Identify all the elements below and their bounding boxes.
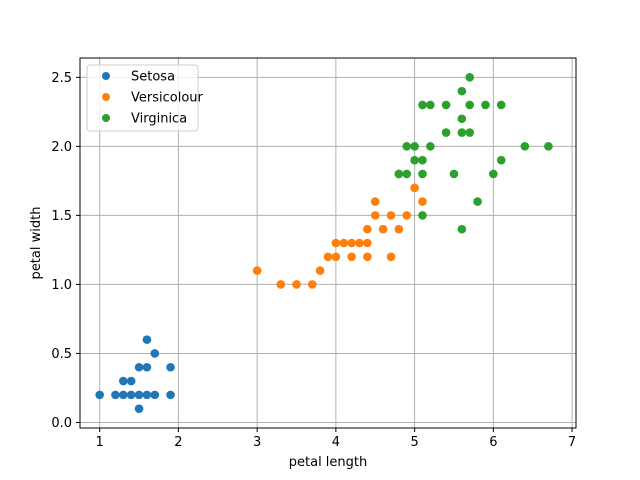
point-setosa	[126, 390, 136, 400]
y-tick-label: 2.5	[51, 71, 72, 86]
point-virginica	[418, 155, 427, 165]
point-versicolour	[363, 224, 372, 234]
point-virginica	[481, 100, 490, 110]
point-versicolour	[386, 252, 396, 262]
y-tick-label: 1.5	[51, 209, 72, 224]
point-versicolour	[323, 252, 333, 262]
x-tick-label: 3	[253, 435, 261, 450]
point-versicolour	[363, 252, 372, 262]
point-virginica	[465, 73, 475, 82]
point-setosa	[150, 390, 160, 400]
x-tick-label: 7	[568, 435, 576, 450]
x-tick-label: 6	[489, 435, 497, 450]
y-axis-label: petal width	[29, 207, 44, 280]
legend-marker-versicolour	[102, 93, 110, 101]
legend: Setosa Versicolour Virginica	[86, 64, 204, 132]
point-versicolour	[315, 266, 325, 275]
point-virginica	[410, 155, 419, 165]
point-versicolour	[292, 280, 301, 289]
point-virginica	[402, 142, 412, 151]
point-versicolour	[418, 197, 427, 206]
point-setosa	[142, 335, 152, 344]
point-virginica	[496, 100, 506, 110]
point-virginica	[449, 169, 459, 179]
point-virginica	[457, 128, 467, 137]
point-versicolour	[402, 211, 412, 220]
point-setosa	[134, 390, 144, 400]
grid-lines	[80, 58, 576, 428]
point-virginica	[489, 169, 498, 179]
point-versicolour	[355, 238, 364, 248]
y-tick-label: 0.5	[51, 347, 72, 362]
point-versicolour	[347, 252, 356, 262]
point-virginica	[418, 100, 427, 110]
point-versicolour	[339, 238, 349, 248]
point-versicolour	[307, 280, 317, 289]
data-points	[95, 73, 553, 413]
axis-ticks: 1 2 3 4 5 6 7 0.0 0.5 1.0 1.5 2.0 2.5	[51, 71, 576, 450]
point-setosa	[111, 390, 120, 400]
point-setosa	[126, 376, 136, 386]
point-virginica	[465, 100, 475, 110]
legend-label-virginica: Virginica	[131, 112, 187, 127]
point-virginica	[457, 114, 467, 124]
x-tick-label: 5	[410, 435, 418, 450]
y-tick-label: 2.0	[51, 140, 72, 155]
point-setosa	[134, 362, 144, 372]
point-virginica	[441, 100, 451, 110]
point-versicolour	[378, 224, 388, 234]
point-virginica	[426, 142, 435, 151]
point-versicolour	[276, 280, 286, 289]
point-setosa	[142, 390, 152, 400]
x-tick-label: 4	[332, 435, 340, 450]
point-setosa	[134, 404, 144, 413]
point-setosa	[142, 362, 152, 372]
point-versicolour	[370, 197, 380, 206]
point-setosa	[119, 376, 128, 386]
point-setosa	[166, 362, 175, 372]
point-virginica	[496, 155, 506, 165]
legend-label-setosa: Setosa	[131, 70, 175, 85]
point-versicolour	[410, 183, 419, 193]
point-versicolour	[363, 238, 372, 248]
point-virginica	[473, 197, 482, 206]
point-virginica	[441, 128, 451, 137]
point-virginica	[394, 169, 404, 179]
point-virginica	[465, 128, 475, 137]
point-virginica	[410, 142, 419, 151]
x-tick-label: 2	[174, 435, 182, 450]
point-virginica	[457, 86, 467, 96]
point-virginica	[426, 100, 435, 110]
point-setosa	[119, 390, 128, 400]
y-tick-label: 1.0	[51, 278, 72, 293]
y-tick-label: 0.0	[51, 416, 72, 431]
legend-marker-virginica	[102, 114, 110, 122]
point-versicolour	[331, 238, 341, 248]
point-setosa	[166, 390, 175, 400]
point-setosa	[95, 390, 104, 400]
point-versicolour	[252, 266, 262, 275]
point-virginica	[544, 142, 553, 151]
point-virginica	[520, 142, 530, 151]
point-versicolour	[331, 252, 341, 262]
legend-box	[86, 64, 199, 132]
point-virginica	[402, 169, 412, 179]
axes-frame	[79, 57, 577, 429]
legend-marker-setosa	[102, 72, 110, 80]
point-versicolour	[370, 211, 380, 220]
point-virginica	[418, 211, 427, 220]
point-virginica	[418, 169, 427, 179]
x-axis-label: petal length	[289, 455, 368, 470]
point-versicolour	[347, 238, 356, 248]
point-virginica	[457, 224, 467, 234]
point-versicolour	[386, 211, 396, 220]
point-versicolour	[394, 224, 404, 234]
point-setosa	[150, 349, 160, 358]
x-tick-label: 1	[96, 435, 104, 450]
legend-label-versicolour: Versicolour	[131, 91, 204, 106]
